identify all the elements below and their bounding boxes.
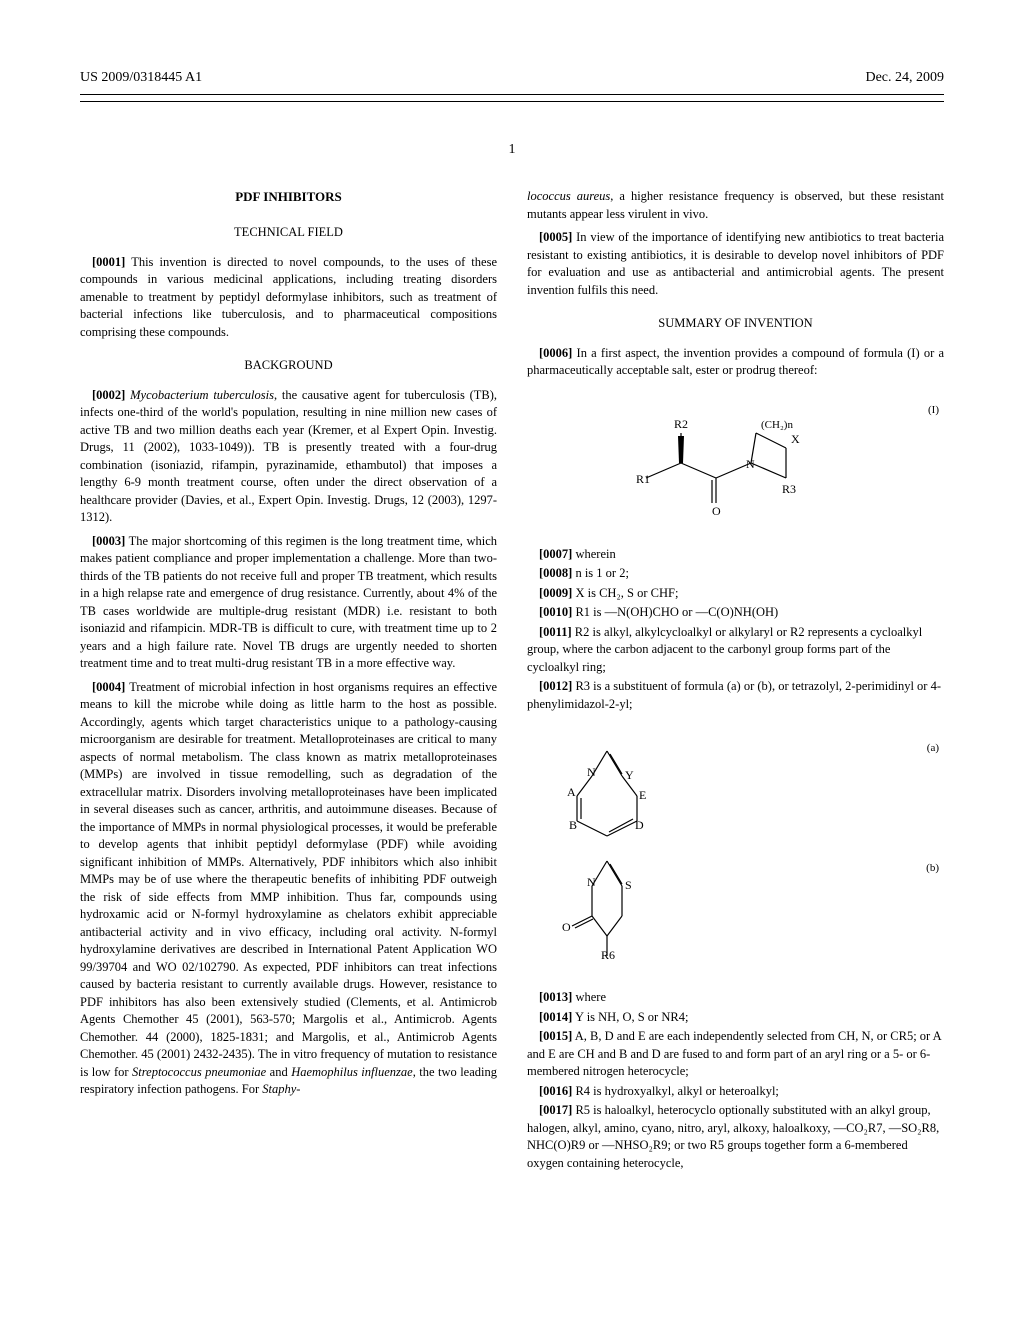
para-0015: [0015] A, B, D and E are each independen… xyxy=(527,1028,944,1081)
para-num: [0009] xyxy=(539,586,572,600)
svg-text:X: X xyxy=(791,432,800,446)
para-italic: Streptococcus pneumoniae xyxy=(132,1065,266,1079)
para-num: [0003] xyxy=(92,534,125,548)
right-column: lococcus aureus, a higher resistance fre… xyxy=(527,188,944,1174)
svg-text:A: A xyxy=(567,785,576,799)
para-num: [0006] xyxy=(539,346,572,360)
para-num: [0015] xyxy=(539,1029,572,1043)
para-text: X is CH₂, S or CHF; xyxy=(575,586,678,600)
summary-header: SUMMARY OF INVENTION xyxy=(527,315,944,333)
para-0009: [0009] X is CH₂, S or CHF; xyxy=(527,585,944,603)
para-num: [0002] xyxy=(92,388,125,402)
svg-text:O: O xyxy=(712,504,721,518)
pub-date: Dec. 24, 2009 xyxy=(865,70,944,86)
formula-label: (I) xyxy=(928,403,939,418)
patent-page: US 2009/0318445 A1 Dec. 24, 2009 1 PDF I… xyxy=(0,0,1024,1214)
para-0010: [0010] R1 is —N(OH)CHO or —C(O)NH(OH) xyxy=(527,604,944,622)
page-number: 1 xyxy=(80,142,944,158)
para-0005: [0005] In view of the importance of iden… xyxy=(527,229,944,299)
content-columns: PDF INHIBITORS TECHNICAL FIELD [0001] Th… xyxy=(80,188,944,1174)
para-num: [0004] xyxy=(92,680,125,694)
pub-number: US 2009/0318445 A1 xyxy=(80,70,202,86)
para-0011: [0011] R2 is alkyl, alkylcycloalkyl or a… xyxy=(527,624,944,677)
para-text: A, B, D and E are each independently sel… xyxy=(527,1029,941,1078)
formula-a-label: (a) xyxy=(927,741,939,756)
svg-text:O: O xyxy=(562,920,571,934)
svg-text:R6: R6 xyxy=(601,948,615,961)
para-0003: [0003] The major shortcoming of this reg… xyxy=(80,533,497,673)
svg-text:Y: Y xyxy=(625,768,634,782)
para-0004: [0004] Treatment of microbial infection … xyxy=(80,679,497,1099)
para-num: [0008] xyxy=(539,566,572,580)
para-0006: [0006] In a first aspect, the invention … xyxy=(527,345,944,380)
para-text: R1 is —N(OH)CHO or —C(O)NH(OH) xyxy=(575,605,778,619)
para-text: and xyxy=(266,1065,291,1079)
para-italic: lococcus aureus xyxy=(527,189,610,203)
left-column: PDF INHIBITORS TECHNICAL FIELD [0001] Th… xyxy=(80,188,497,1174)
page-header: US 2009/0318445 A1 Dec. 24, 2009 xyxy=(80,70,944,95)
chemical-structure-a: N Y A E B D xyxy=(547,741,687,851)
tech-field-header: TECHNICAL FIELD xyxy=(80,224,497,242)
formula-I: (I) R1 xyxy=(527,398,944,528)
para-0017: [0017] R5 is haloalkyl, heterocyclo opti… xyxy=(527,1102,944,1172)
para-0008: [0008] n is 1 or 2; xyxy=(527,565,944,583)
para-num: [0012] xyxy=(539,679,572,693)
document-title: PDF INHIBITORS xyxy=(80,188,497,206)
svg-text:(CH₂)n: (CH₂)n xyxy=(761,419,793,431)
background-header: BACKGROUND xyxy=(80,357,497,375)
chemical-structure-I: R1 R2 O N R3 X (CH₂)n xyxy=(626,408,846,518)
para-num: [0010] xyxy=(539,605,572,619)
svg-text:N: N xyxy=(587,765,596,779)
para-text: R3 is a substituent of formula (a) or (b… xyxy=(527,679,941,711)
svg-text:R1: R1 xyxy=(636,472,650,486)
svg-text:N: N xyxy=(746,457,755,471)
para-italic: Haemophilus influenzae xyxy=(291,1065,413,1079)
para-num: [0017] xyxy=(539,1103,572,1117)
para-num: [0005] xyxy=(539,230,572,244)
para-text: , the causative agent for tuberculosis (… xyxy=(80,388,497,525)
para-num: [0014] xyxy=(539,1010,572,1024)
para-0013: [0013] where xyxy=(527,989,944,1007)
para-num: [0001] xyxy=(92,255,125,269)
para-italic: Staphy- xyxy=(262,1082,300,1096)
svg-text:B: B xyxy=(569,818,577,832)
formula-a-b: (a) N xyxy=(527,731,944,971)
para-text: Y is NH, O, S or NR4; xyxy=(575,1010,688,1024)
para-0007: [0007] wherein xyxy=(527,546,944,564)
para-italic: Mycobacterium tuberculosis xyxy=(130,388,274,402)
para-0001: [0001] This invention is directed to nov… xyxy=(80,254,497,342)
para-text: n is 1 or 2; xyxy=(575,566,628,580)
para-0002: [0002] Mycobacterium tuberculosis, the c… xyxy=(80,387,497,527)
header-divider xyxy=(80,101,944,102)
para-text: Treatment of microbial infection in host… xyxy=(80,680,497,1079)
para-text: In view of the importance of identifying… xyxy=(527,230,944,297)
para-num: [0013] xyxy=(539,990,572,1004)
svg-text:S: S xyxy=(625,878,632,892)
chemical-structure-b: N S O R6 xyxy=(547,851,687,961)
para-0014: [0014] Y is NH, O, S or NR4; xyxy=(527,1009,944,1027)
para-text: R5 is haloalkyl, heterocyclo optionally … xyxy=(527,1103,939,1170)
para-text: R4 is hydroxyalkyl, alkyl or heteroalkyl… xyxy=(575,1084,778,1098)
para-text: where xyxy=(575,990,606,1004)
para-0012: [0012] R3 is a substituent of formula (a… xyxy=(527,678,944,713)
svg-text:D: D xyxy=(635,818,644,832)
para-text: The major shortcoming of this regimen is… xyxy=(80,534,497,671)
para-num: [0007] xyxy=(539,547,572,561)
svg-text:E: E xyxy=(639,788,646,802)
para-num: [0011] xyxy=(539,625,572,639)
formula-b-label: (b) xyxy=(926,861,939,876)
para-num: [0016] xyxy=(539,1084,572,1098)
svg-text:R3: R3 xyxy=(782,482,796,496)
para-text: This invention is directed to novel comp… xyxy=(80,255,497,339)
svg-text:R2: R2 xyxy=(674,417,688,431)
para-text: R2 is alkyl, alkylcycloalkyl or alkylary… xyxy=(527,625,922,674)
para-text: wherein xyxy=(575,547,615,561)
para-0004-cont: lococcus aureus, a higher resistance fre… xyxy=(527,188,944,223)
para-0016: [0016] R4 is hydroxyalkyl, alkyl or hete… xyxy=(527,1083,944,1101)
svg-text:N: N xyxy=(587,875,596,889)
para-text: In a first aspect, the invention provide… xyxy=(527,346,944,378)
